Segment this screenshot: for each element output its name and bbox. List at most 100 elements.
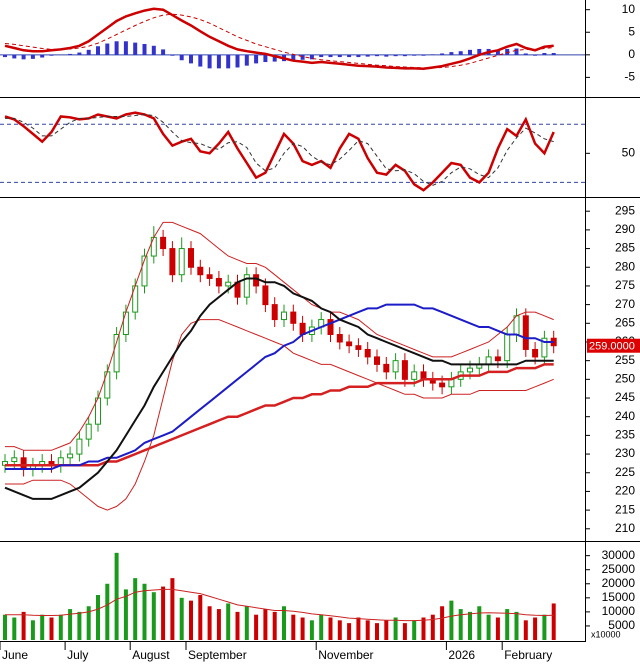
histogram-bar — [216, 54, 221, 69]
volume-bar — [551, 603, 556, 640]
volume-bar — [477, 606, 482, 640]
histogram-bar — [114, 41, 119, 55]
volume-bar — [272, 611, 277, 640]
x-tick-label: July — [67, 648, 88, 662]
candle-body — [271, 304, 278, 321]
histogram-bar — [477, 48, 482, 55]
volume-bar — [514, 611, 519, 640]
histogram-bar — [505, 48, 510, 55]
histogram-bar — [375, 54, 379, 57]
candle-body — [281, 311, 287, 321]
indicator-line — [5, 363, 554, 467]
y-tick-label: 5 — [628, 24, 635, 38]
volume-bar — [375, 623, 379, 640]
histogram-bar — [30, 54, 35, 59]
volume-bar — [440, 606, 445, 640]
volume-bar — [21, 611, 26, 640]
indicator-line — [4, 7, 554, 71]
indicator-line — [5, 319, 554, 511]
volume-bar — [523, 620, 528, 640]
y-tick-label: 280 — [615, 259, 635, 273]
y-tick-label: 5000 — [608, 618, 635, 632]
histogram-bar — [347, 54, 352, 58]
x-tick-label: August — [132, 648, 170, 662]
histogram-bar — [198, 54, 203, 67]
histogram-bar — [189, 54, 193, 64]
histogram-bar — [254, 54, 259, 64]
candle-body — [20, 457, 27, 470]
candle-body — [494, 356, 501, 362]
y-tick-label: 50 — [622, 145, 636, 159]
histogram-bar — [170, 54, 175, 56]
volume-bar — [216, 609, 221, 640]
volume-bar — [309, 620, 314, 640]
y-tick-label: 240 — [615, 409, 635, 423]
y-tick-label: 220 — [615, 484, 635, 498]
candle-body — [197, 266, 204, 276]
histogram-bar — [123, 41, 128, 55]
candle-body — [383, 363, 390, 373]
y-tick-label: 255 — [615, 353, 635, 367]
histogram-bar — [291, 54, 296, 62]
histogram-bar — [542, 53, 547, 55]
y-tick-label: 250 — [615, 372, 635, 386]
candle-body — [467, 367, 473, 373]
volume-bar — [40, 614, 45, 640]
candle-body — [225, 281, 232, 287]
histogram-bar — [365, 54, 370, 57]
histogram-bar — [207, 54, 212, 69]
volume-bar — [207, 606, 212, 640]
volume-bar — [77, 611, 82, 640]
volume-bar — [12, 617, 17, 640]
volume-bar — [449, 600, 454, 640]
volume-bar — [393, 617, 398, 640]
y-tick-label: 215 — [615, 502, 635, 516]
histogram-bar — [468, 49, 472, 55]
histogram-bar — [551, 53, 556, 55]
volume-bar — [49, 617, 54, 640]
volume-bar — [68, 609, 73, 640]
candle-body — [160, 236, 167, 250]
candle-body — [67, 453, 74, 459]
indicator-line — [4, 13, 554, 69]
histogram-bar — [161, 49, 166, 55]
y-tick-label: -5 — [624, 70, 635, 84]
x-tick-label: September — [188, 648, 247, 662]
volume-bar — [319, 614, 324, 640]
candle-body — [206, 274, 213, 279]
histogram-bar — [142, 43, 147, 55]
volume-bar — [30, 620, 35, 640]
volume-bar — [337, 620, 342, 640]
histogram-bar — [495, 49, 500, 55]
y-tick-label: 275 — [615, 278, 635, 292]
histogram-bar — [263, 54, 268, 63]
histogram-bar — [449, 52, 454, 55]
candle-body — [522, 315, 529, 350]
histogram-bar — [328, 54, 333, 58]
indicator-line — [5, 113, 554, 186]
histogram-bar — [49, 54, 54, 56]
volume-bar — [161, 586, 166, 640]
volume-bar — [3, 614, 7, 640]
y-tick-label: 10000 — [602, 604, 636, 618]
volume-bar — [505, 609, 510, 640]
volume-bar — [263, 609, 268, 640]
indicator-line — [5, 221, 554, 451]
histogram-bar — [402, 54, 407, 57]
candle-body — [262, 285, 269, 306]
candle-body — [346, 341, 353, 347]
volume-bar — [114, 552, 119, 640]
histogram-bar — [86, 49, 91, 55]
histogram-bar — [40, 54, 45, 58]
histogram-bar — [393, 54, 398, 57]
frame — [0, 0, 640, 642]
histogram-bar — [533, 54, 538, 56]
candle-body — [541, 337, 548, 358]
histogram-bar — [309, 54, 314, 60]
volume-bar — [142, 583, 147, 640]
candle-body — [150, 236, 157, 257]
volume-bar — [170, 578, 175, 640]
x-tick-label: November — [318, 648, 373, 662]
indicator-line — [5, 588, 554, 622]
candle-body — [113, 334, 120, 373]
